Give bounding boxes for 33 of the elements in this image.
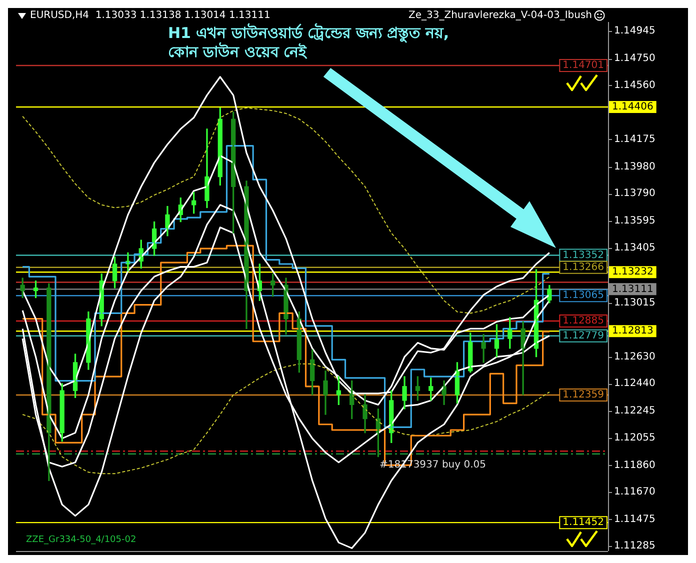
- ref-line-label: 1.14406: [612, 102, 654, 113]
- ref-line-label: 1.14701: [562, 60, 604, 72]
- y-tick-label: 1.11475: [614, 514, 656, 525]
- y-tick-label: 1.14560: [614, 80, 656, 91]
- annotation: ZZE_Gr334-50_4/105-02: [26, 535, 136, 545]
- y-tick-label: 1.14175: [614, 134, 656, 146]
- y-tick-label: 1.14945: [614, 26, 656, 37]
- ref-line-label: 1.12885: [562, 316, 604, 327]
- ref-line-label: 1.12813: [612, 326, 654, 337]
- y-tick-label: 1.14750: [614, 53, 656, 64]
- y-tick-label: 1.12440: [614, 378, 656, 390]
- ref-line-label: 1.12779: [562, 330, 604, 342]
- y-tick-label: 1.12245: [614, 406, 656, 417]
- y-tick-label: 1.11670: [614, 486, 656, 498]
- ref-line-label: 1.13266: [562, 262, 604, 273]
- annotation: H1 এখন ডাউনওয়ার্ড ট্রেন্ডের জন্য প্রস্তুত নয়, কোন ডাউন ওয়েব নেই: [168, 24, 450, 62]
- y-tick-label: 1.13980: [614, 162, 656, 173]
- y-tick-label: 1.13595: [614, 216, 656, 227]
- y-tick-label: 1.13405: [614, 242, 656, 254]
- chart-subtitle: Ze_33_Zhuravlerezka_V-04-03_Ibush: [408, 10, 592, 21]
- y-tick-label: 1.11285: [614, 540, 656, 552]
- ref-line-label: 1.13232: [612, 266, 654, 278]
- ref-line-label: 1.13111: [612, 284, 654, 295]
- ref-line-label: 1.12359: [562, 390, 604, 401]
- y-tick-label: 1.12055: [614, 432, 656, 444]
- ref-line-label: 1.13065: [562, 290, 604, 302]
- ref-line-label: 1.13352: [562, 250, 604, 261]
- y-tick-label: 1.13790: [614, 188, 656, 200]
- ref-line-label: 1.11452: [562, 517, 604, 528]
- y-tick-label: 1.13015: [614, 297, 656, 308]
- y-tick-label: 1.12630: [614, 351, 656, 362]
- y-tick-label: 1.11860: [614, 460, 656, 471]
- chart-title: EURUSD,H4 1.13033 1.13138 1.13014 1.13111: [30, 10, 270, 21]
